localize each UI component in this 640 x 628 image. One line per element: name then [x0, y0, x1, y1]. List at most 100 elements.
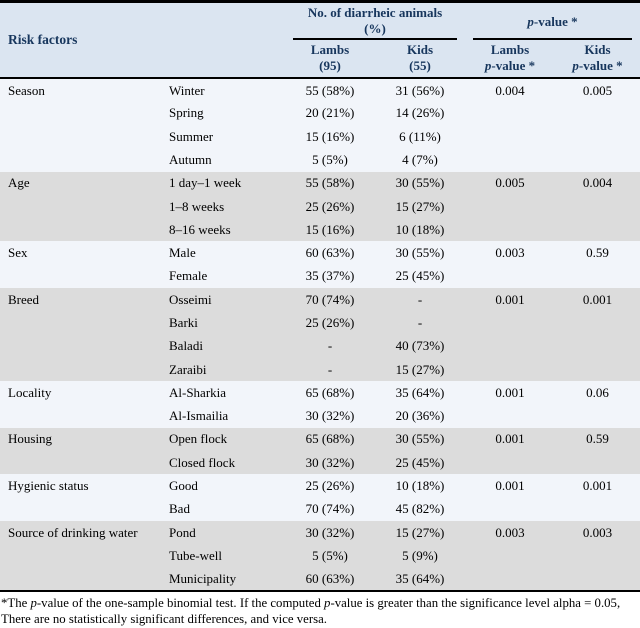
- cell-lambs-pvalue: [465, 335, 555, 358]
- cell-lambs-count: 15 (16%): [305, 128, 355, 144]
- cell-lambs-pvalue: 0.003: [495, 245, 525, 261]
- cell-kids-pvalue: 0.59: [586, 431, 609, 447]
- cell-level: Osseimi: [169, 291, 212, 307]
- table-row: Summer 15 (16%) 6 (11%): [0, 124, 640, 149]
- cell-factor: [0, 311, 162, 334]
- cell-kids-count: 6 (11%): [399, 128, 441, 144]
- cell-lambs-count: -: [327, 361, 333, 377]
- cell-kids-count: 31 (56%): [395, 82, 445, 98]
- cell-level: Male: [169, 245, 196, 261]
- cell-level: Baladi: [169, 338, 203, 354]
- cell-kids-pvalue: 0.005: [582, 82, 613, 98]
- table-row: Zaraibi - 15 (27%): [0, 357, 640, 382]
- table-row: Sex Male 60 (63%) 30 (55%) 0.003 0.59: [0, 241, 640, 265]
- table-row: Al-Ismailia 30 (32%) 20 (36%): [0, 404, 640, 428]
- cell-kids-count: 30 (55%): [395, 245, 445, 261]
- cell-kids-count: 4 (7%): [402, 151, 438, 167]
- cell-kids-count: 5 (9%): [402, 547, 438, 563]
- cell-lambs-count: -: [327, 338, 333, 354]
- risk-factors-table: Risk factors No. of diarrheic animals (%…: [0, 0, 640, 591]
- table-header: Risk factors No. of diarrheic animals (%…: [0, 1, 640, 79]
- cell-level: 1–8 weeks: [169, 198, 225, 214]
- cell-lambs-count: 30 (32%): [305, 454, 355, 470]
- cell-kids-pvalue: [555, 102, 640, 125]
- cell-lambs-count: 70 (74%): [305, 501, 355, 517]
- cell-kids-pvalue: [555, 405, 640, 428]
- cell-kids-pvalue: [555, 358, 640, 381]
- cell-kids-count: -: [417, 314, 423, 330]
- cell-lambs-count: 5 (5%): [312, 547, 348, 563]
- header-group-pvalue: p-value *: [465, 2, 640, 41]
- cell-lambs-pvalue: 0.004: [495, 82, 525, 98]
- cell-lambs-pvalue: 0.001: [495, 291, 525, 307]
- cell-factor: [0, 405, 162, 428]
- cell-lambs-pvalue: [465, 451, 555, 474]
- cell-kids-pvalue: [555, 335, 640, 358]
- cell-lambs-pvalue: [465, 358, 555, 381]
- cell-lambs-pvalue: [465, 265, 555, 288]
- table-row: Housing Open flock 65 (68%) 30 (55%) 0.001 0.…: [0, 427, 640, 452]
- cell-level: Autumn: [169, 151, 212, 167]
- header-col-lambs-pvalue: Lambs p-value *: [484, 42, 536, 73]
- cell-factor: Breed: [8, 291, 40, 307]
- cell-kids-count: 20 (36%): [395, 408, 445, 424]
- cell-kids-pvalue: [555, 125, 640, 148]
- cell-lambs-count: 15 (16%): [305, 221, 355, 237]
- table-row: 8–16 weeks 15 (16%) 10 (18%): [0, 218, 640, 242]
- table-row: Autumn 5 (5%) 4 (7%): [0, 148, 640, 172]
- cell-factor: [0, 218, 162, 241]
- cell-lambs-count: 70 (74%): [305, 291, 355, 307]
- cell-factor: Locality: [8, 384, 52, 400]
- cell-lambs-pvalue: [465, 405, 555, 428]
- table-row: Age 1 day–1 week 55 (58%) 30 (55%) 0.005 0.00…: [0, 171, 640, 195]
- cell-level: Female: [169, 268, 208, 284]
- cell-kids-pvalue: 0.004: [582, 175, 613, 191]
- cell-kids-count: 10 (18%): [395, 478, 445, 494]
- cell-factor: [0, 544, 162, 567]
- cell-level: 8–16 weeks: [169, 221, 231, 237]
- cell-factor: [0, 568, 162, 591]
- cell-kids-count: 30 (55%): [395, 175, 445, 191]
- cell-kids-pvalue: [555, 265, 640, 288]
- cell-lambs-count: 25 (26%): [305, 198, 355, 214]
- cell-lambs-pvalue: [465, 148, 555, 171]
- table-row: Baladi - 40 (73%): [0, 334, 640, 358]
- cell-factor: Season: [8, 82, 45, 98]
- cell-factor: [0, 335, 162, 358]
- cell-factor: Age: [8, 175, 30, 191]
- cell-factor: [0, 358, 162, 381]
- cell-factor: Housing: [8, 431, 53, 447]
- cell-kids-count: 15 (27%): [395, 361, 445, 377]
- table-row: Bad 70 (74%) 45 (82%): [0, 497, 640, 522]
- footnote-text: -value of the one-sample binomial test. …: [36, 595, 325, 610]
- cell-lambs-count: 5 (5%): [312, 151, 348, 167]
- cell-kids-count: 15 (27%): [395, 524, 445, 540]
- footnote-italic-p: p: [30, 595, 37, 610]
- footnote-italic-p: p: [324, 595, 331, 610]
- cell-kids-count: 25 (45%): [395, 454, 445, 470]
- cell-factor: [0, 195, 162, 218]
- cell-lambs-count: 55 (58%): [305, 82, 355, 98]
- cell-level: Summer: [169, 128, 214, 144]
- cell-lambs-count: 30 (32%): [305, 408, 355, 424]
- cell-kids-count: 15 (27%): [395, 198, 445, 214]
- header-counts-line2: (%): [364, 20, 386, 36]
- table-row: 1–8 weeks 25 (26%) 15 (27%): [0, 194, 640, 219]
- cell-lambs-pvalue: 0.001: [495, 478, 525, 494]
- cell-lambs-pvalue: [465, 568, 555, 591]
- cell-level: Municipality: [169, 570, 237, 586]
- cell-kids-count: 30 (55%): [395, 431, 445, 447]
- cell-kids-count: 35 (64%): [395, 384, 445, 400]
- cell-factor: Source of drinking water: [8, 524, 138, 540]
- cell-level: Barki: [169, 314, 198, 330]
- table-row: Locality Al-Sharkia 65 (68%) 35 (64%) 0.001 0…: [0, 381, 640, 405]
- header-pvalue-label: p-value *: [527, 13, 578, 29]
- table-row: Closed flock 30 (32%) 25 (45%): [0, 451, 640, 475]
- header-col-lambs-count: Lambs (95): [310, 42, 350, 73]
- footnote: *The p-value of the one-sample binomial …: [0, 592, 640, 628]
- table-row: Source of drinking water Pond 30 (32%) 15 (…: [0, 521, 640, 545]
- table-row: Spring 20 (21%) 14 (26%): [0, 101, 640, 125]
- cell-lambs-pvalue: [465, 544, 555, 567]
- cell-lambs-count: 20 (21%): [305, 105, 355, 121]
